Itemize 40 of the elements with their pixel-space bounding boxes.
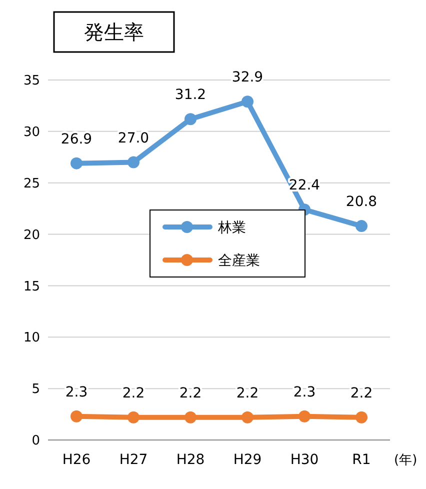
point [128, 411, 140, 424]
x-tick-label: H30 [290, 452, 319, 468]
y-tick-label: 10 [23, 330, 40, 346]
x-tick-label: H29 [233, 452, 262, 468]
data-label: 27.0 [118, 130, 150, 146]
data-label: 2.3 [293, 384, 316, 400]
point [184, 411, 196, 424]
point [70, 410, 82, 422]
legend-label: 林業 [217, 220, 246, 236]
point [242, 96, 254, 108]
data-label: 2.2 [179, 385, 202, 402]
y-tick-label: 20 [23, 228, 40, 243]
data-label: 2.2 [350, 385, 373, 402]
y-tick-label: 25 [23, 176, 40, 192]
x-tick-label: H26 [62, 452, 91, 468]
point [356, 411, 368, 424]
data-label: 2.3 [65, 384, 88, 400]
chart-title: 発生率 [84, 20, 144, 44]
data-label: 32.9 [232, 70, 264, 86]
x-tick-label: R1 [352, 452, 371, 468]
y-tick-label: 15 [23, 279, 40, 294]
data-label: 2.2 [236, 385, 259, 402]
legend-label: 全産業 [218, 252, 260, 269]
point [128, 156, 140, 168]
data-label: 2.2 [122, 385, 145, 402]
data-label: 31.2 [174, 87, 206, 104]
data-label: 26.9 [60, 131, 92, 148]
x-tick-label: H27 [119, 452, 148, 468]
point [70, 157, 82, 170]
point [242, 411, 254, 424]
x-axis-title: (年) [394, 453, 418, 468]
y-tick-label: 0 [32, 434, 40, 449]
point [184, 113, 196, 126]
point [298, 410, 310, 422]
x-tick-label: H28 [176, 452, 205, 468]
data-label: 20.8 [346, 194, 378, 210]
y-tick-label: 35 [23, 74, 40, 89]
y-tick-label: 5 [32, 382, 40, 398]
y-tick-label: 30 [23, 124, 40, 140]
point [356, 220, 368, 232]
